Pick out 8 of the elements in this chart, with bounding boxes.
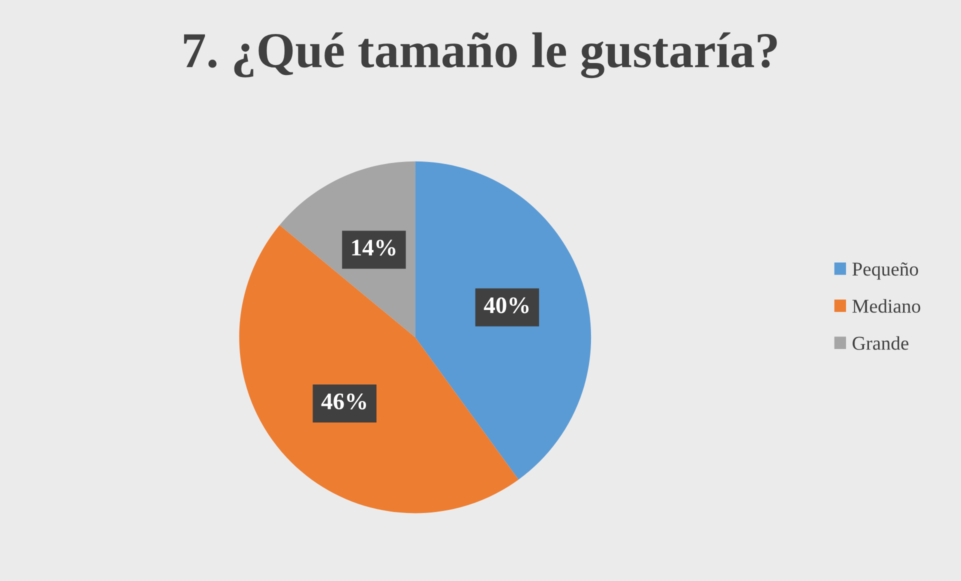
legend-label: Pequeño (852, 262, 918, 280)
legend-label: Mediano (852, 299, 920, 313)
data-label: 40% (484, 297, 529, 314)
pie-slice (415, 161, 592, 480)
data-label: 14% (352, 240, 396, 256)
legend-label: Grande (852, 336, 908, 350)
data-label: 46% (321, 393, 366, 410)
chart-title: 7. ¿Qué tamaño le gustaría? (184, 32, 777, 78)
